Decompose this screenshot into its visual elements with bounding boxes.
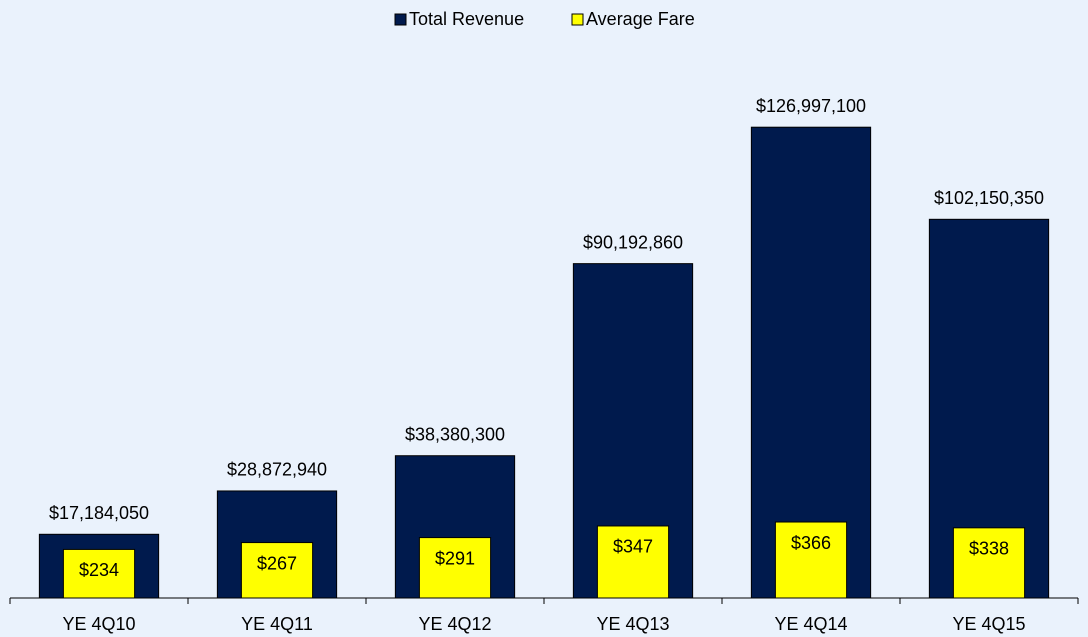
fare-bar bbox=[596, 525, 670, 599]
value-label: $338 bbox=[969, 539, 1009, 559]
value-label: $347 bbox=[613, 537, 653, 557]
x-tick-label: YE 4Q11 bbox=[241, 614, 313, 634]
x-tick-label: YE 4Q14 bbox=[774, 614, 847, 634]
value-label: $126,997,100 bbox=[756, 96, 866, 116]
x-tick-label: YE 4Q10 bbox=[62, 614, 135, 634]
legend-label: Average Fare bbox=[586, 9, 695, 29]
value-label: $366 bbox=[791, 533, 831, 553]
fare-bar bbox=[952, 527, 1026, 599]
value-label: $267 bbox=[257, 553, 297, 573]
legend-swatch bbox=[571, 13, 584, 26]
revenue-bar bbox=[750, 126, 872, 599]
value-label: $234 bbox=[79, 560, 119, 580]
value-label: $291 bbox=[435, 548, 475, 568]
legend-swatch bbox=[394, 13, 407, 26]
value-label: $38,380,300 bbox=[405, 424, 505, 444]
x-tick-label: YE 4Q12 bbox=[418, 614, 491, 634]
value-label: $90,192,860 bbox=[583, 232, 683, 252]
legend-label: Total Revenue bbox=[409, 9, 524, 29]
value-label: $102,150,350 bbox=[934, 188, 1044, 208]
fare-bar bbox=[240, 542, 314, 599]
x-tick-label: YE 4Q15 bbox=[952, 614, 1025, 634]
revenue-bar bbox=[394, 455, 516, 599]
value-label: $17,184,050 bbox=[49, 503, 149, 523]
fare-bar bbox=[774, 521, 848, 599]
x-tick-label: YE 4Q13 bbox=[596, 614, 669, 634]
value-label: $28,872,940 bbox=[227, 460, 327, 480]
